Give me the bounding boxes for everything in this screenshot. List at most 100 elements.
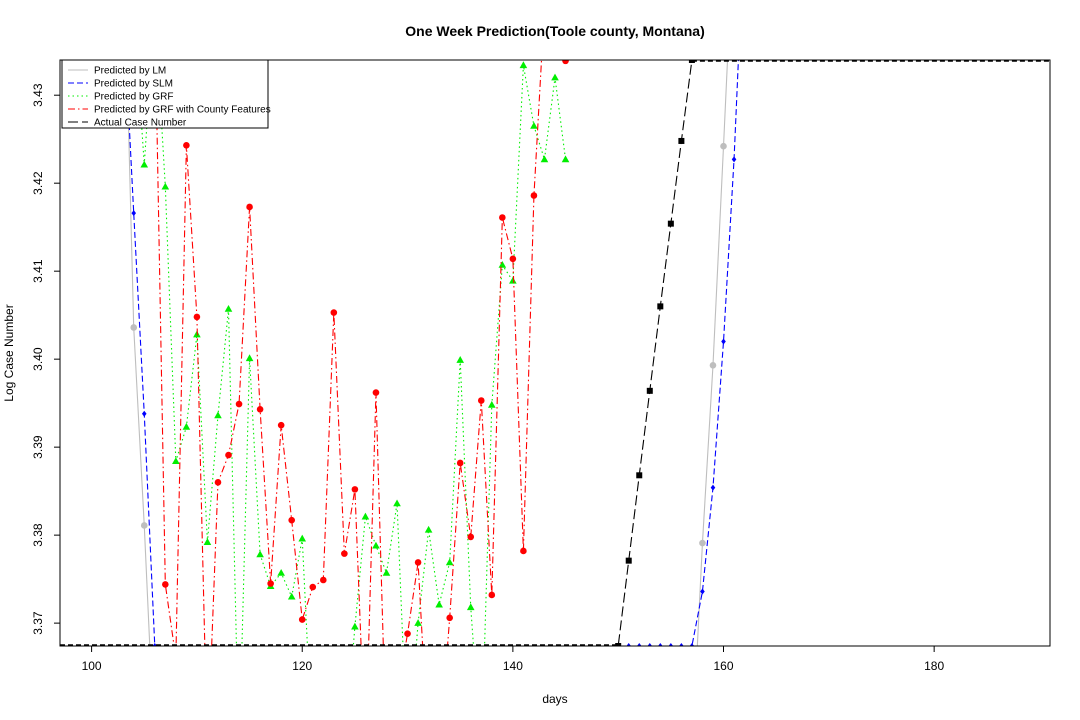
series-1 <box>126 60 729 646</box>
plot-frame <box>59 59 1051 647</box>
point-3-39 <box>551 73 559 81</box>
point-4-24 <box>404 630 411 637</box>
point-2-15 <box>710 484 716 491</box>
point-4-12 <box>267 580 274 587</box>
legend-label-5: Actual Case Number <box>94 118 187 129</box>
series-3 <box>136 60 570 646</box>
point-3-31 <box>466 603 475 611</box>
point-3-29 <box>445 558 454 566</box>
x-tick-label-4: 160 <box>713 659 733 673</box>
point-3-22 <box>372 541 380 549</box>
point-3-13 <box>256 550 264 558</box>
point-5-7 <box>667 220 674 227</box>
point-4-9 <box>235 400 243 408</box>
point-3-36 <box>519 61 528 69</box>
point-3-27 <box>424 525 433 533</box>
series-layer <box>60 60 1050 646</box>
point-4-14 <box>288 516 296 524</box>
point-3-28 <box>435 600 443 608</box>
legend-label-3: Predicted by GRF <box>94 92 173 103</box>
series-4 <box>155 60 569 646</box>
y-tick-label-2: 3.38 <box>31 523 45 547</box>
point-4-10 <box>246 203 253 211</box>
y-tick-label-4: 3.40 <box>31 347 45 371</box>
point-4-25 <box>414 559 422 566</box>
y-tick-label-7: 3.43 <box>31 83 45 107</box>
point-3-30 <box>456 356 465 363</box>
series-line-3 <box>136 60 567 646</box>
point-4-8 <box>225 451 232 459</box>
point-4-17 <box>319 576 327 584</box>
point-5-6 <box>657 303 664 310</box>
legend-label-4: Predicted by GRF with County Features <box>94 105 271 116</box>
series-5 <box>60 60 1050 646</box>
point-3-6 <box>182 422 191 430</box>
point-3-34 <box>498 261 507 268</box>
point-3-16 <box>287 592 296 600</box>
point-4-20 <box>351 486 359 493</box>
y-tick-label-3: 3.39 <box>31 435 45 459</box>
legend-label-2: Predicted by SLM <box>94 79 173 90</box>
series-line-2 <box>125 60 739 646</box>
point-4-32 <box>488 591 496 599</box>
point-3-33 <box>488 400 496 408</box>
point-3-17 <box>298 534 307 542</box>
point-2-11 <box>668 643 674 646</box>
point-2-7 <box>626 643 632 646</box>
point-3-38 <box>540 155 549 163</box>
point-4-38 <box>562 60 569 65</box>
point-3-26 <box>414 619 422 626</box>
point-2-10 <box>658 643 663 646</box>
point-3-8 <box>203 538 212 545</box>
point-4-16 <box>309 583 317 591</box>
point-3-4 <box>161 182 170 190</box>
legend-box <box>61 59 269 129</box>
point-2-14 <box>700 588 705 595</box>
point-3-24 <box>393 499 401 507</box>
point-2-4 <box>152 643 158 646</box>
point-3-20 <box>351 622 359 630</box>
point-4-33 <box>499 214 506 221</box>
point-3-12 <box>245 354 254 362</box>
point-2-12 <box>679 643 684 646</box>
y-tick-label-5: 3.41 <box>31 259 45 283</box>
point-4-19 <box>341 550 348 557</box>
point-4-4 <box>183 142 190 149</box>
point-3-2 <box>140 160 149 168</box>
point-3-40 <box>561 155 570 163</box>
series-line-5 <box>60 60 1050 646</box>
point-4-36 <box>530 192 538 199</box>
axes-layer: 100 120 140 160 180 3.37 3.38 3.39 3.40 3.41 3.42 3… <box>31 83 944 673</box>
point-4-2 <box>162 581 169 588</box>
x-axis-label: days <box>542 692 567 706</box>
point-3-10 <box>224 305 233 312</box>
point-1-3 <box>140 522 148 529</box>
x-tick-label-2: 120 <box>292 659 312 673</box>
point-1-8 <box>709 362 717 369</box>
point-5-4 <box>636 472 643 479</box>
point-1-9 <box>720 142 727 150</box>
point-4-31 <box>477 397 485 404</box>
chart-title: One Week Prediction(Toole county, Montan… <box>405 23 704 39</box>
point-2-3 <box>141 410 147 417</box>
x-tick-label-3: 140 <box>503 659 523 673</box>
point-4-7 <box>214 479 222 486</box>
point-4-30 <box>467 533 475 541</box>
point-4-18 <box>330 309 338 316</box>
point-4-28 <box>446 614 453 622</box>
y-tick-label-6: 3.42 <box>31 171 45 195</box>
point-3-37 <box>530 121 538 129</box>
point-3-15 <box>277 568 285 576</box>
point-4-13 <box>277 421 285 429</box>
point-2-16 <box>721 338 726 345</box>
point-4-35 <box>520 547 527 555</box>
point-5-2 <box>615 643 622 646</box>
series-line-1 <box>126 60 729 646</box>
y-tick-label-1: 3.37 <box>31 611 45 635</box>
point-1-7 <box>699 539 706 547</box>
point-2-2 <box>131 210 137 217</box>
point-2-8 <box>636 643 642 646</box>
point-2-13 <box>689 643 695 646</box>
point-3-35 <box>509 276 517 284</box>
point-4-5 <box>193 313 201 321</box>
